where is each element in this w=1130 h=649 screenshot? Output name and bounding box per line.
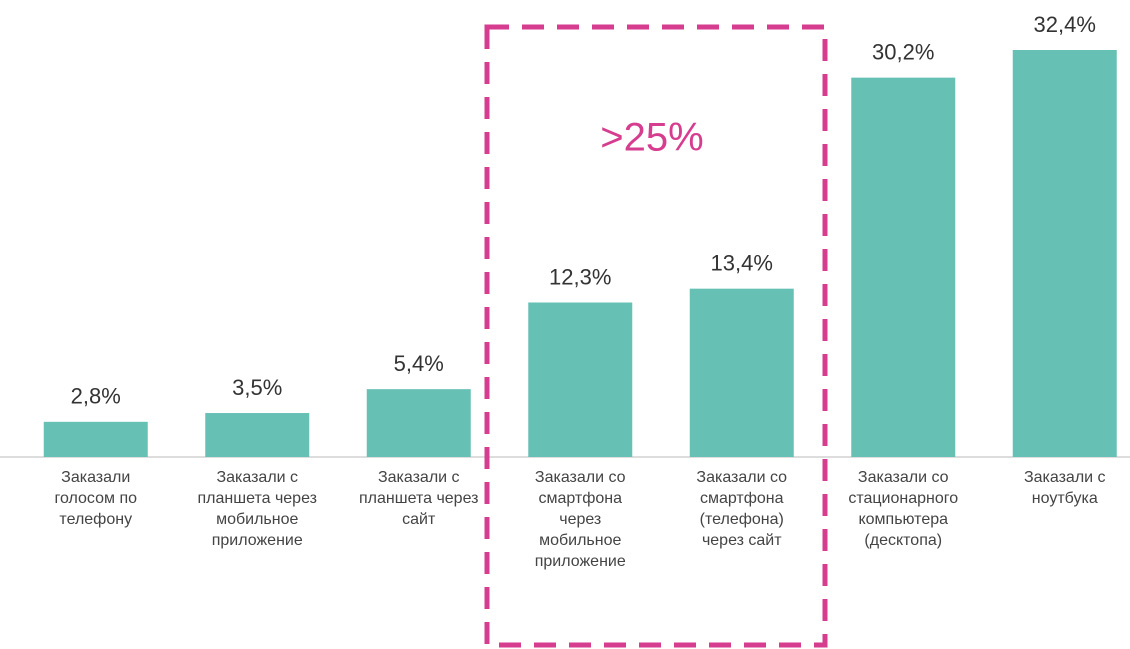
x-tick-label: Заказали со стационарного компьютера (де… bbox=[848, 469, 959, 549]
x-tick-label: Заказали со смартфона (телефона) через с… bbox=[696, 469, 788, 549]
value-label: 13,4% bbox=[711, 250, 773, 275]
annotation: >25% bbox=[600, 116, 703, 160]
bar bbox=[689, 288, 794, 457]
x-tick-label: Заказали с ноутбука bbox=[1023, 469, 1106, 507]
value-label: 12,3% bbox=[549, 264, 611, 289]
highlight-box bbox=[484, 24, 828, 648]
value-label: 32,4% bbox=[1034, 12, 1096, 37]
bar bbox=[366, 389, 471, 457]
bar bbox=[528, 302, 633, 457]
x-tick-label: Заказали с планшета через сайт bbox=[359, 469, 479, 528]
bar bbox=[43, 421, 148, 457]
value-label: 5,4% bbox=[394, 351, 444, 376]
x-tick-label: Заказали со смартфона через мобильное пр… bbox=[534, 469, 626, 570]
value-label: 30,2% bbox=[872, 39, 934, 64]
bar bbox=[205, 413, 310, 457]
bar bbox=[1012, 50, 1117, 457]
value-label: 3,5% bbox=[232, 375, 282, 400]
value-label: 2,8% bbox=[71, 384, 121, 409]
x-tick-label: Заказали голосом по телефону bbox=[54, 469, 138, 528]
bar bbox=[851, 77, 956, 457]
x-tick-label: Заказали с планшета через мобильное прил… bbox=[197, 469, 317, 549]
